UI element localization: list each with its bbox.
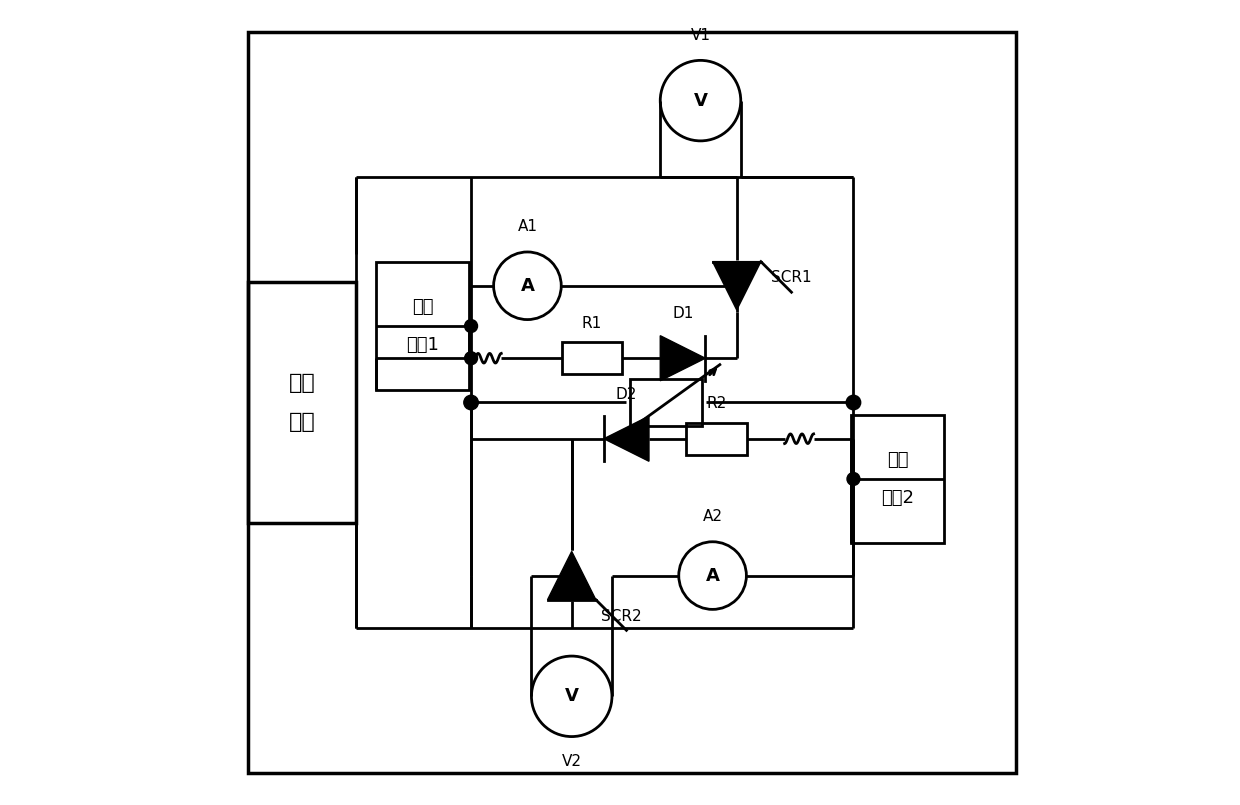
- Bar: [687, 423, 746, 455]
- Circle shape: [465, 320, 477, 332]
- Text: 电源2: 电源2: [882, 489, 914, 507]
- Circle shape: [846, 395, 861, 410]
- Bar: [852, 415, 944, 543]
- Polygon shape: [604, 416, 649, 461]
- Polygon shape: [660, 336, 706, 381]
- Text: V: V: [693, 92, 708, 109]
- Text: 触发: 触发: [887, 451, 909, 469]
- Bar: [248, 282, 356, 523]
- Text: 电源: 电源: [289, 412, 315, 431]
- Text: 触发: 触发: [412, 298, 434, 316]
- Bar: [562, 342, 622, 374]
- Text: V1: V1: [691, 27, 711, 43]
- Text: SCR1: SCR1: [770, 270, 811, 285]
- Text: 可调: 可调: [289, 374, 315, 393]
- Polygon shape: [548, 551, 596, 600]
- Text: A1: A1: [517, 219, 537, 234]
- Text: R2: R2: [707, 396, 727, 411]
- Text: V: V: [564, 687, 579, 705]
- Circle shape: [847, 473, 859, 485]
- Text: D2: D2: [616, 386, 637, 402]
- Bar: [630, 379, 702, 426]
- Text: A: A: [521, 277, 534, 295]
- Circle shape: [464, 395, 479, 410]
- Text: A: A: [706, 567, 719, 584]
- Text: SCR2: SCR2: [600, 609, 641, 625]
- Text: V2: V2: [562, 754, 582, 770]
- Text: 电源1: 电源1: [407, 336, 439, 354]
- Text: R1: R1: [582, 316, 601, 331]
- Polygon shape: [713, 262, 761, 310]
- Text: A2: A2: [703, 509, 723, 524]
- Circle shape: [465, 352, 477, 365]
- Text: D1: D1: [672, 306, 693, 321]
- Bar: [377, 262, 469, 390]
